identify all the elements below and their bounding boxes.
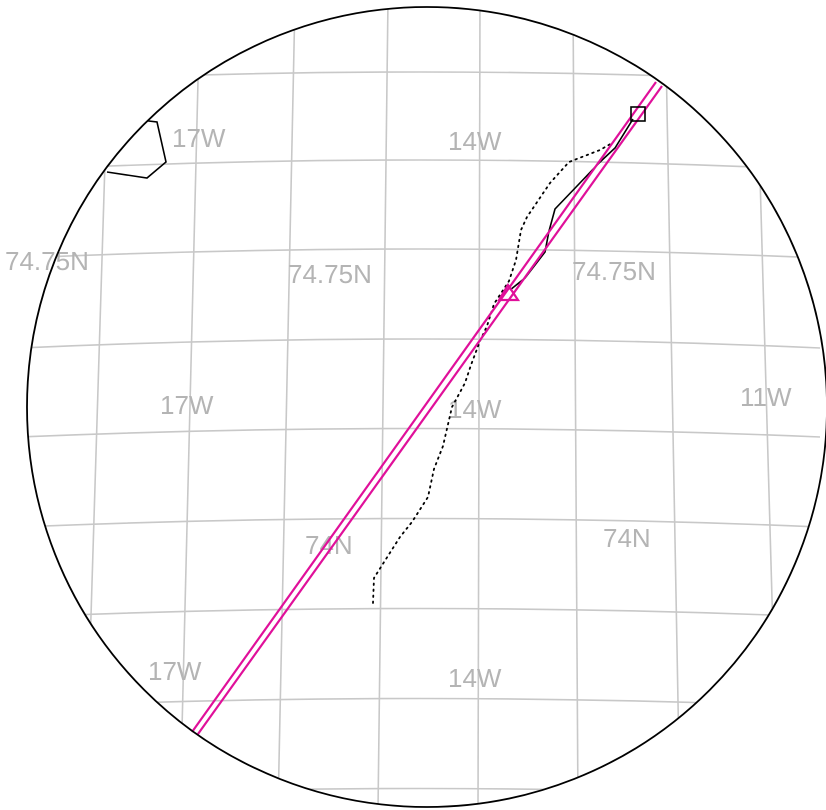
grid-labels: 17W 14W 74.75N 74.75N 74.75N 17W 14W 11W… — [5, 123, 792, 693]
grid-label-lon: 14W — [448, 394, 502, 424]
latitude-line — [20, 0, 820, 5]
grid-label-lon: 14W — [448, 663, 502, 693]
grid-label-lat: 74.75N — [572, 256, 656, 286]
coastline — [106, 119, 167, 179]
longitude-line — [84, 7, 111, 807]
latitude-line — [27, 159, 821, 171]
longitude-line — [377, 7, 389, 807]
graticule — [20, 0, 821, 807]
latitude-line — [27, 607, 821, 618]
grid-label-lat: 74.75N — [5, 246, 89, 276]
grid-label-lon: 17W — [172, 123, 226, 153]
grid-label-lat: 74.75N — [288, 259, 372, 289]
latitude-line — [27, 248, 821, 259]
grid-label-lat: 74N — [603, 523, 651, 553]
longitude-line — [477, 7, 481, 807]
latitude-line — [27, 517, 821, 528]
start-square-marker — [630, 106, 646, 122]
grid-label-lon: 11W — [740, 382, 792, 412]
longitude-line — [572, 7, 579, 807]
flight-line-stroke — [191, 81, 657, 733]
longitude-line — [277, 7, 296, 807]
end-triangle-marker — [497, 282, 521, 302]
longitude-line — [179, 7, 201, 807]
flight-line — [191, 81, 663, 735]
latitude-line — [27, 338, 821, 349]
grid-label-lon: 14W — [448, 126, 502, 156]
latitude-line — [27, 787, 821, 798]
dotted-track — [372, 142, 613, 604]
longitude-line — [664, 7, 681, 807]
flight-line-stroke — [197, 85, 663, 735]
grid-label-lon: 17W — [148, 656, 202, 686]
grid-label-lon: 17W — [160, 390, 214, 420]
grid-label-lat: 74N — [305, 530, 353, 560]
latitude-line — [27, 71, 821, 83]
map-frame-circle — [26, 6, 826, 808]
latitude-line — [27, 427, 821, 438]
